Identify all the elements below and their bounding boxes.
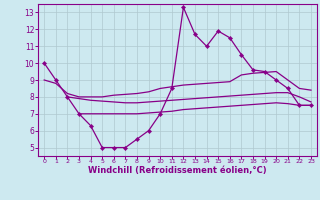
X-axis label: Windchill (Refroidissement éolien,°C): Windchill (Refroidissement éolien,°C) [88,166,267,175]
